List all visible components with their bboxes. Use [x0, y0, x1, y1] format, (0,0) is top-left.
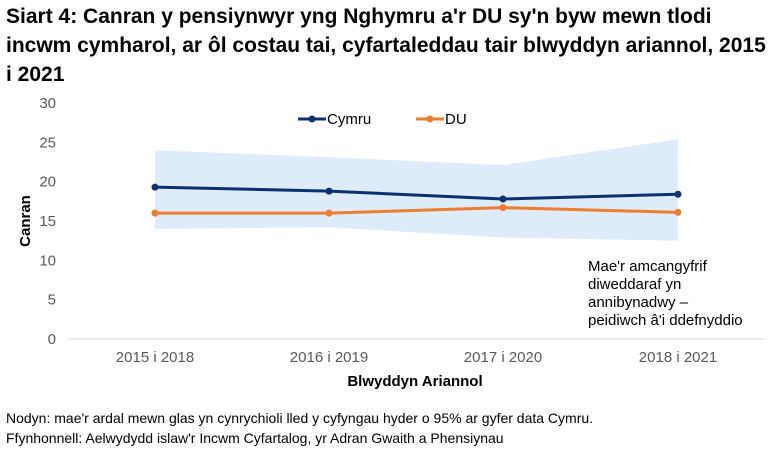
- data-point-cymru: [674, 190, 682, 198]
- data-point-cymru: [151, 183, 159, 191]
- legend-label: DU: [445, 111, 467, 128]
- y-tick-label: 30: [39, 95, 56, 112]
- y-tick-label: 20: [39, 174, 56, 191]
- y-tick-label: 15: [39, 213, 56, 230]
- legend-label: Cymru: [327, 111, 371, 128]
- y-tick-label: 25: [39, 134, 56, 151]
- series-line-du: [155, 206, 679, 215]
- x-tick-label: 2015 i 2018: [116, 349, 194, 366]
- data-point-du: [325, 209, 333, 217]
- y-tick-label: 10: [39, 252, 56, 269]
- y-tick-label: 0: [48, 331, 56, 348]
- confidence-band: [155, 139, 678, 241]
- annotation-line: annibynadwy –: [588, 294, 689, 311]
- data-point-du: [674, 208, 682, 216]
- y-axis-label: Canran: [17, 195, 34, 247]
- chart-title: Siart 4: Canran y pensiynwyr yng Nghymru…: [6, 5, 766, 86]
- annotation-line: diweddaraf yn: [588, 276, 682, 293]
- y-tick-label: 5: [48, 292, 56, 309]
- data-point-du: [151, 209, 159, 217]
- annotation-line: peidiwch â'i ddefnyddio: [588, 312, 743, 329]
- x-axis-label: Blwyddyn Ariannol: [347, 373, 482, 390]
- annotation: Mae'r amcangyfrif diweddaraf yn annibyna…: [588, 258, 768, 330]
- series-line-cymru: [154, 185, 679, 201]
- x-tick-label: 2018 i 2021: [639, 349, 717, 366]
- x-tick-label: 2016 i 2019: [290, 349, 368, 366]
- data-point-cymru: [499, 195, 507, 203]
- data-point-du: [499, 204, 507, 212]
- legend-marker-cymru: [308, 115, 316, 123]
- source-note: Ffynhonnell: Aelwydydd islaw'r Incwm Cyf…: [6, 430, 504, 446]
- x-tick-label: 2017 i 2020: [464, 349, 542, 366]
- footnote: Nodyn: mae'r ardal mewn glas yn cynrychi…: [6, 410, 594, 426]
- annotation-line: Mae'r amcangyfrif: [588, 258, 707, 275]
- legend-marker-du: [426, 115, 434, 123]
- data-point-cymru: [325, 187, 333, 195]
